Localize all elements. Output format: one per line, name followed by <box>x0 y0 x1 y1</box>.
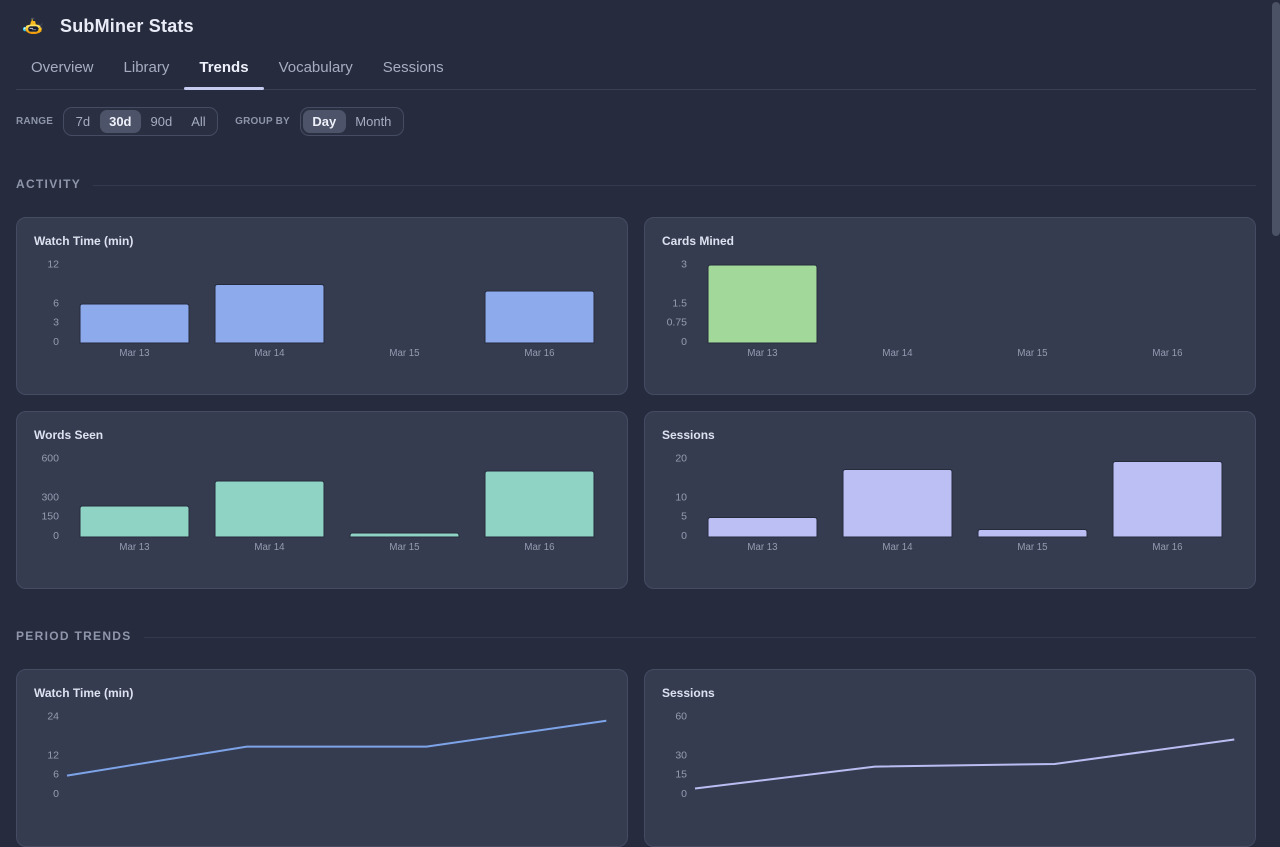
svg-text:600: 600 <box>41 453 59 465</box>
svg-text:1.5: 1.5 <box>672 297 687 309</box>
svg-text:Mar 16: Mar 16 <box>1152 348 1182 359</box>
svg-text:Mar 13: Mar 13 <box>747 542 777 553</box>
svg-text:3: 3 <box>53 317 59 329</box>
svg-text:Mar 15: Mar 15 <box>1017 348 1047 359</box>
svg-text:0: 0 <box>53 788 59 800</box>
svg-text:Mar 16: Mar 16 <box>524 542 554 553</box>
svg-text:Mar 15: Mar 15 <box>389 348 419 359</box>
svg-text:Mar 13: Mar 13 <box>747 348 777 359</box>
svg-text:20: 20 <box>675 453 687 465</box>
svg-text:0: 0 <box>53 530 59 542</box>
svg-text:150: 150 <box>41 511 59 523</box>
svg-text:Mar 13: Mar 13 <box>119 542 149 553</box>
svg-text:Mar 15: Mar 15 <box>1017 542 1047 553</box>
svg-text:Mar 13: Mar 13 <box>119 348 149 359</box>
svg-text:15: 15 <box>675 769 687 781</box>
svg-text:300: 300 <box>41 491 59 503</box>
svg-text:6: 6 <box>53 769 59 781</box>
svg-text:Mar 15: Mar 15 <box>389 542 419 553</box>
svg-text:10: 10 <box>675 491 687 503</box>
svg-text:Mar 14: Mar 14 <box>254 348 285 359</box>
svg-text:30: 30 <box>675 749 687 761</box>
svg-text:5: 5 <box>681 511 687 523</box>
svg-text:Mar 14: Mar 14 <box>254 542 285 553</box>
svg-text:3: 3 <box>681 259 687 271</box>
svg-text:24: 24 <box>47 711 59 723</box>
svg-text:0: 0 <box>681 530 687 542</box>
svg-text:Mar 16: Mar 16 <box>524 348 554 359</box>
svg-text:Mar 14: Mar 14 <box>882 348 913 359</box>
svg-text:0: 0 <box>681 788 687 800</box>
svg-text:12: 12 <box>47 749 59 761</box>
svg-text:12: 12 <box>47 259 59 271</box>
svg-text:0: 0 <box>53 336 59 348</box>
svg-text:60: 60 <box>675 711 687 723</box>
svg-text:0: 0 <box>681 336 687 348</box>
svg-text:Mar 16: Mar 16 <box>1152 542 1182 553</box>
svg-text:Mar 14: Mar 14 <box>882 542 913 553</box>
svg-text:6: 6 <box>53 297 59 309</box>
svg-text:0.75: 0.75 <box>667 317 688 329</box>
